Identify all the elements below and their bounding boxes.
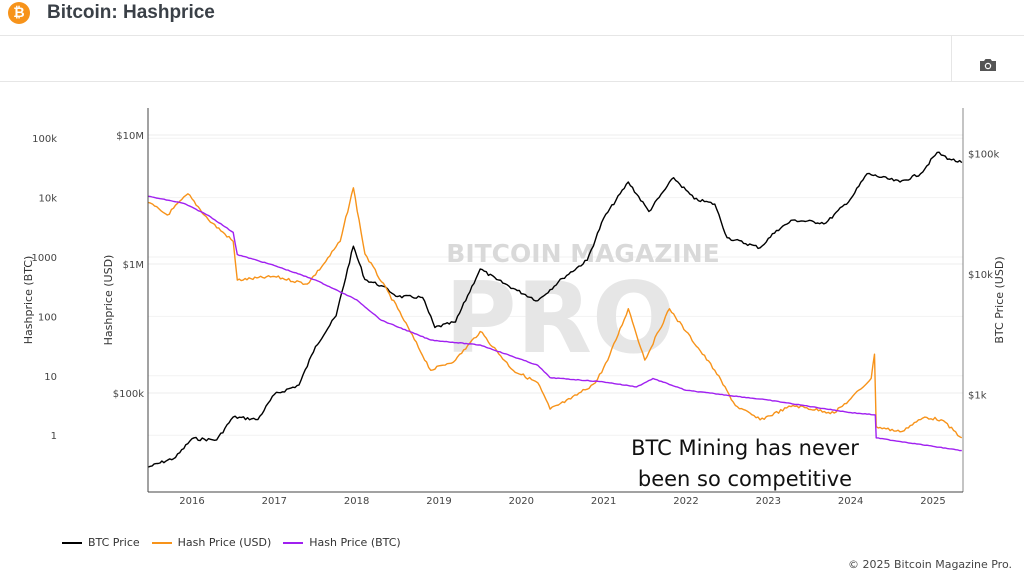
x-tick-label: 2025 <box>920 496 945 507</box>
x-tick-label: 2022 <box>673 496 698 507</box>
hashprice-btc-tick-label: 100 <box>38 312 57 323</box>
watermark: BITCOIN MAGAZINE PRO <box>445 239 720 376</box>
page-title: Bitcoin: Hashprice <box>47 2 215 23</box>
series-line-btc-price <box>148 151 963 468</box>
bitcoin-icon: ₿ <box>8 2 30 24</box>
annotation-line1: BTC Mining has never <box>631 436 859 460</box>
hashprice-btc-tick-label: 10k <box>38 194 57 205</box>
btc-price-tick-label: $1k <box>968 391 987 402</box>
series-line-hash-price-usd <box>148 187 963 439</box>
legend-label: BTC Price <box>88 536 140 549</box>
x-tick-label: 2019 <box>426 496 451 507</box>
hashprice-btc-tick-label: 10 <box>44 372 57 383</box>
watermark-line2: PRO <box>445 262 676 376</box>
camera-icon[interactable] <box>979 58 997 72</box>
toolbar-divider <box>951 36 952 81</box>
annotation-line2: been so competitive <box>638 467 852 491</box>
series-line-hash-price-btc <box>148 195 962 452</box>
legend-item-hash-price-btc[interactable]: Hash Price (BTC) <box>283 536 401 549</box>
gridlines <box>148 134 963 436</box>
x-tick-label: 2016 <box>179 496 204 507</box>
hashprice-usd-axis-title: Hashprice (USD) <box>102 255 115 346</box>
hashprice-usd-tick-label: $10M <box>116 131 144 142</box>
toolbar <box>0 36 1024 82</box>
legend: BTC Price Hash Price (USD) Hash Price (B… <box>62 536 401 549</box>
btc-price-tick-label: $10k <box>968 270 993 281</box>
x-tick-label: 2024 <box>838 496 863 507</box>
hashprice-usd-tick-label: $100k <box>113 389 144 400</box>
hashprice-usd-tick-label: $1M <box>123 260 144 271</box>
x-tick-label: 2023 <box>756 496 781 507</box>
legend-label: Hash Price (USD) <box>177 536 272 549</box>
btc-price-tick-label: $100k <box>968 150 999 161</box>
legend-item-hash-price-usd[interactable]: Hash Price (USD) <box>151 536 272 549</box>
header: ₿ Bitcoin: Hashprice <box>0 0 1024 36</box>
hashprice-btc-tick-label: 1 <box>51 431 57 442</box>
x-tick-label: 2017 <box>262 496 287 507</box>
btc-price-axis-title: BTC Price (USD) <box>993 256 1006 343</box>
hashprice-btc-tick-label: 100k <box>32 134 57 145</box>
legend-item-btc-price[interactable]: BTC Price <box>62 536 140 549</box>
hashprice-btc-axis-title: Hashprice (BTC) <box>22 256 35 344</box>
x-tick-label: 2018 <box>344 496 369 507</box>
copyright: © 2025 Bitcoin Magazine Pro. <box>848 558 1012 571</box>
x-tick-label: 2021 <box>591 496 616 507</box>
x-tick-label: 2020 <box>509 496 534 507</box>
legend-label: Hash Price (BTC) <box>309 536 401 549</box>
hashprice-btc-tick-label: 1000 <box>32 253 57 264</box>
